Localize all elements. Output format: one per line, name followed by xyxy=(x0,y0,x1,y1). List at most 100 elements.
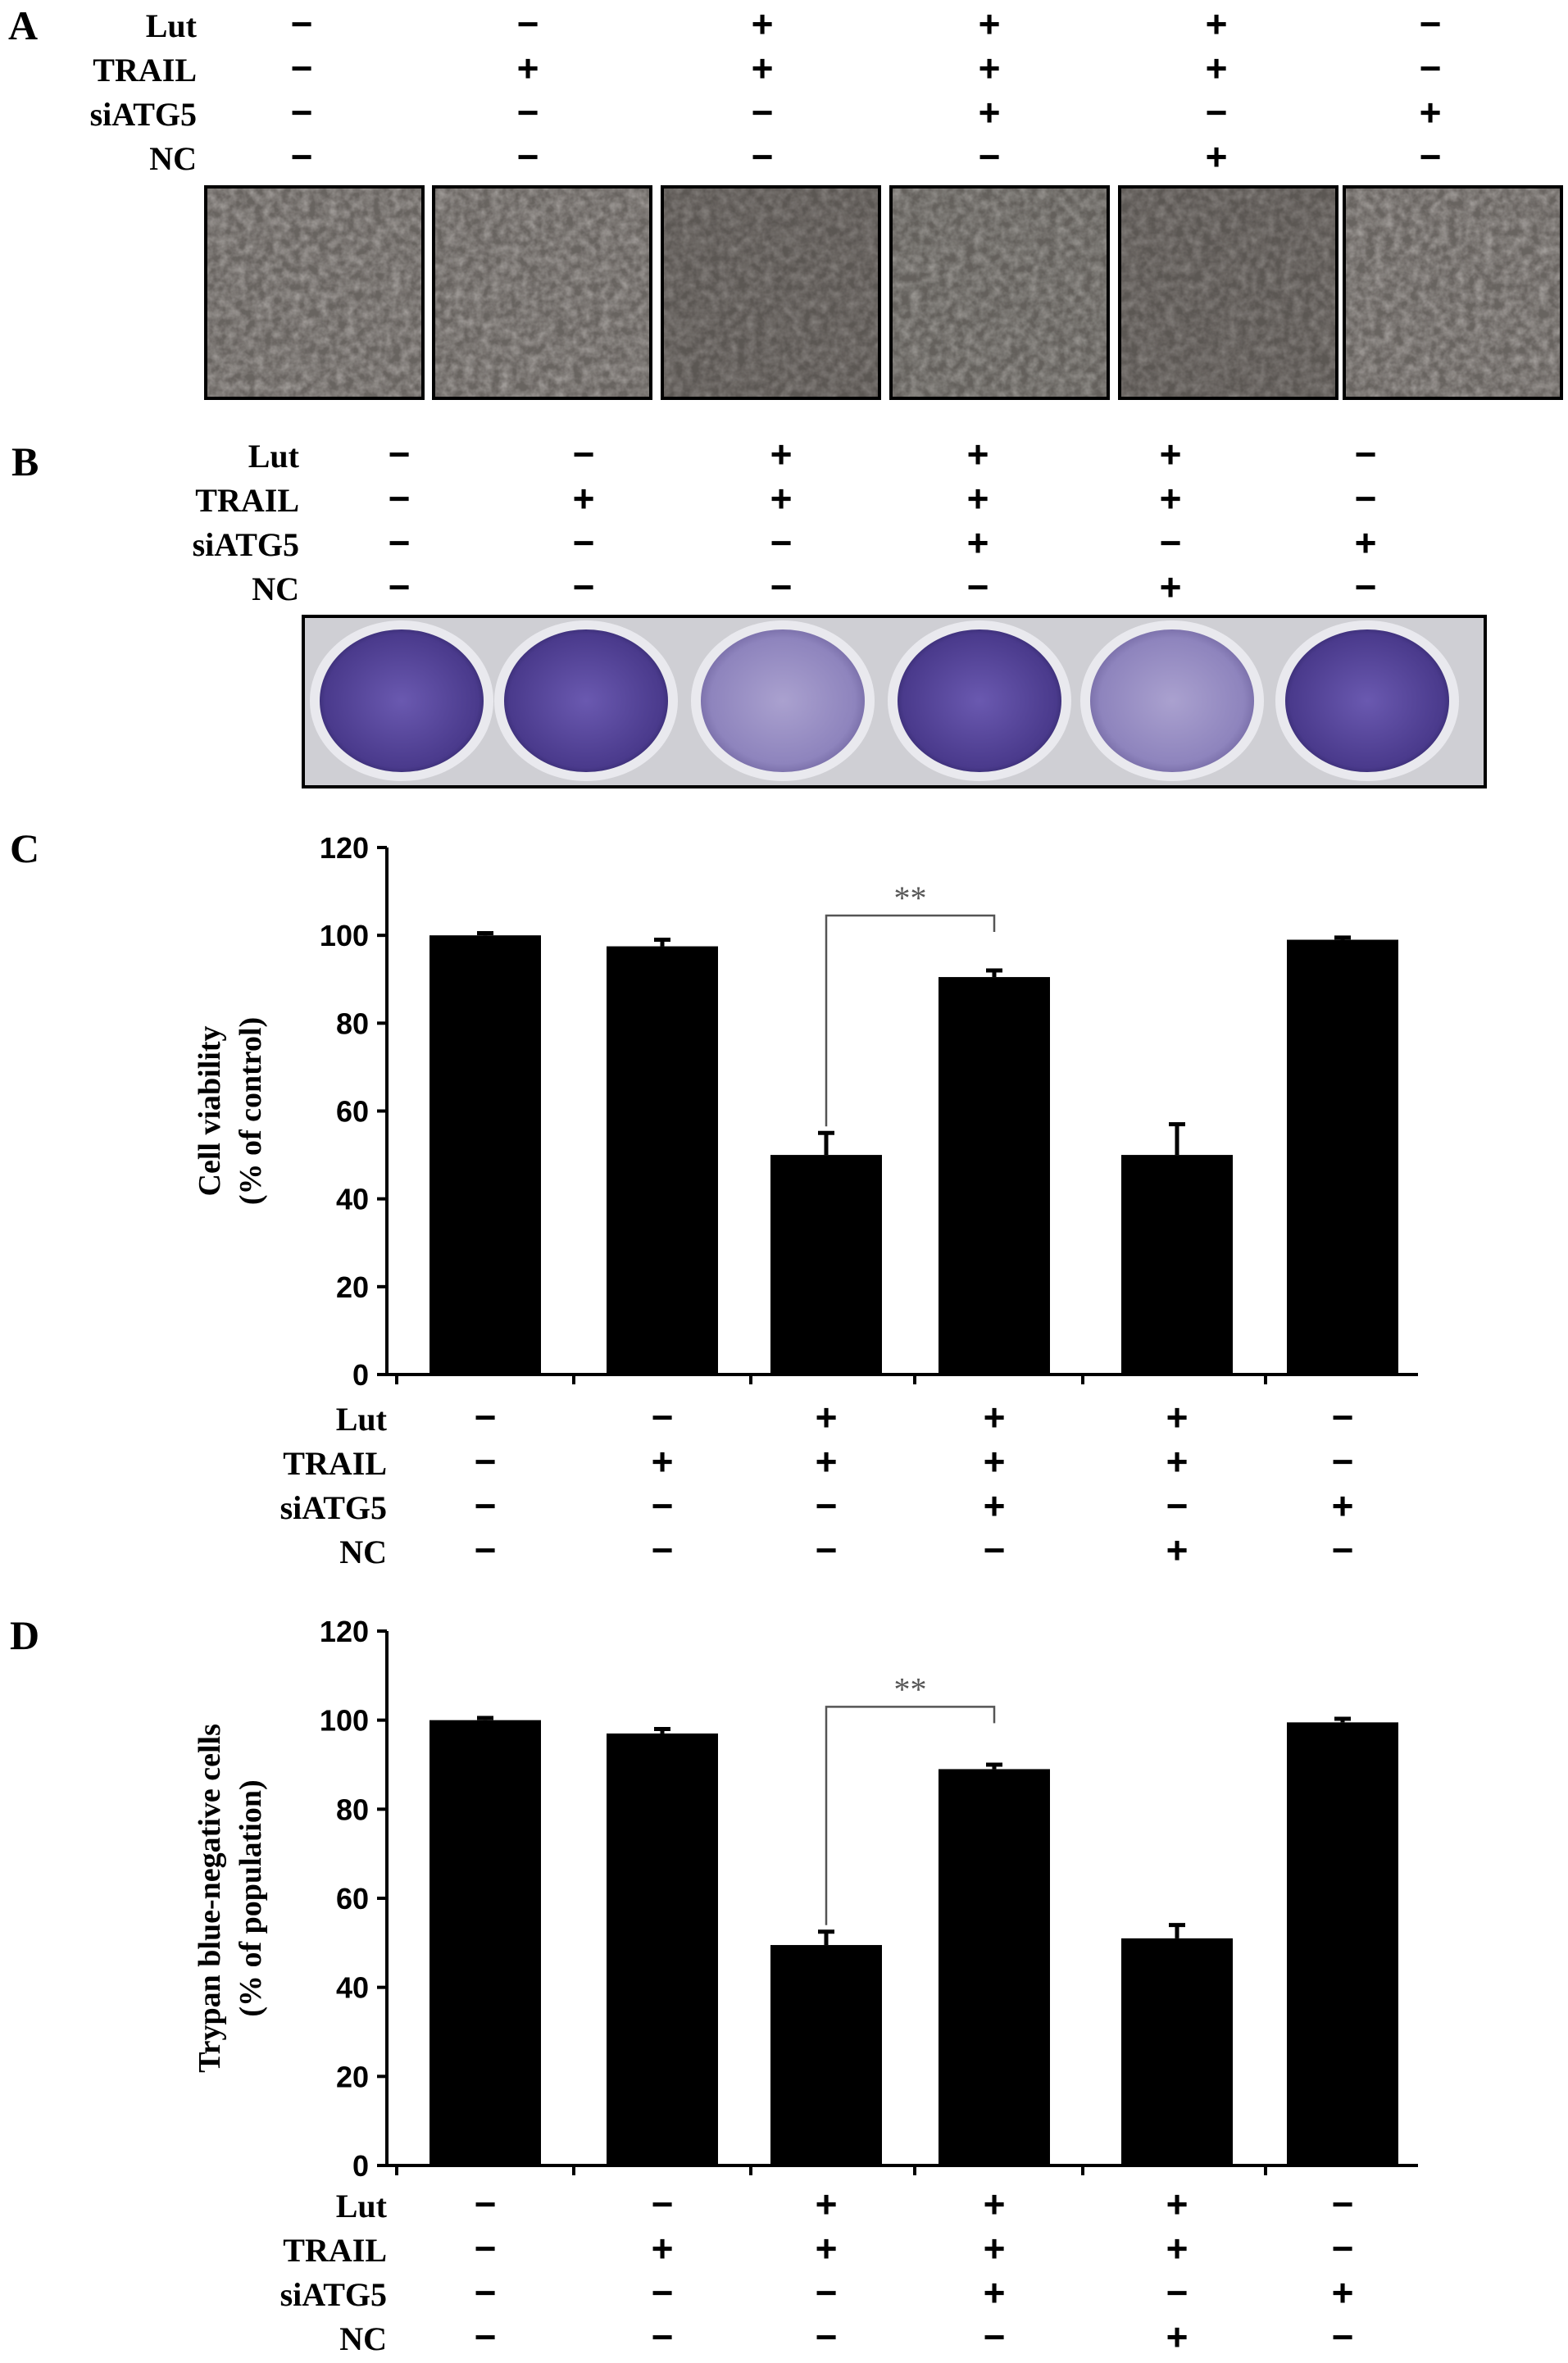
condition-mark-a-1-3: + xyxy=(979,47,1001,89)
condition-mark-c-0-2: + xyxy=(816,1396,838,1438)
y-tick-label-c-60: 60 xyxy=(336,1095,369,1129)
y-tick-label-c-20: 20 xyxy=(336,1270,369,1304)
micrograph-shade-5 xyxy=(1120,187,1337,398)
condition-mark-a-3-0: − xyxy=(291,135,313,178)
condition-mark-c-2-1: − xyxy=(652,1484,674,1527)
condition-table-d: Lut − − + + + −TRAIL − + + + + −siATG5− − − + − +NC − − − − + − xyxy=(280,2183,1354,2358)
condition-mark-d-1-4: + xyxy=(1166,2227,1188,2270)
condition-mark-a-3-3: − xyxy=(979,135,1001,178)
bar-c-1 xyxy=(429,935,541,1375)
bar-c-4 xyxy=(939,977,1050,1375)
micrograph-frame-6 xyxy=(1343,185,1563,400)
y-tick-label-c-120: 120 xyxy=(320,831,369,865)
condition-mark-a-3-5: − xyxy=(1420,135,1442,178)
bar-c-6 xyxy=(1287,939,1398,1375)
condition-mark-b-3-0: − xyxy=(389,566,411,608)
condition-mark-d-1-1: + xyxy=(652,2227,674,2270)
micrograph-frame-4 xyxy=(889,185,1110,400)
condition-table-c: Lut − − + + + −TRAIL − + + + + −siATG5− − − + − +NC − − − − + − xyxy=(280,1396,1354,1571)
condition-mark-b-3-3: − xyxy=(967,566,989,608)
condition-label-siatg5-c: siATG5 xyxy=(280,1489,387,1526)
condition-label-siatg5-a: siATG5 xyxy=(90,96,197,133)
y-tick-label-d-40: 40 xyxy=(336,1971,369,2005)
condition-mark-d-2-3: + xyxy=(984,2271,1006,2314)
condition-label-trail-d: TRAIL xyxy=(283,2232,387,2269)
condition-mark-c-3-4: + xyxy=(1166,1529,1188,1571)
panel-letter-b: B xyxy=(11,439,39,484)
bar-c-2 xyxy=(607,946,718,1375)
bar-d-1 xyxy=(429,1720,541,2165)
condition-label-trail-c: TRAIL xyxy=(283,1445,387,1482)
condition-mark-b-0-1: − xyxy=(573,433,595,475)
micrograph-shade-4 xyxy=(891,187,1108,398)
bar-d-6 xyxy=(1287,1722,1398,2165)
condition-label-siatg5-b: siATG5 xyxy=(193,526,299,563)
significance-label-d: ** xyxy=(894,1670,927,1707)
condition-mark-d-3-0: − xyxy=(475,2315,497,2358)
y-axis-label-d-line2: (% of population) xyxy=(234,1779,268,2016)
well-4 xyxy=(898,629,1061,772)
condition-mark-d-1-5: − xyxy=(1332,2227,1354,2270)
condition-mark-b-2-0: − xyxy=(389,521,411,564)
condition-mark-c-3-2: − xyxy=(816,1529,838,1571)
condition-mark-a-3-1: − xyxy=(517,135,539,178)
micrograph-texture-5 xyxy=(1120,187,1337,398)
condition-mark-a-2-2: − xyxy=(752,91,774,134)
micrograph-shade-3 xyxy=(662,187,879,398)
y-tick-label-d-0: 0 xyxy=(352,2149,369,2183)
condition-mark-c-1-0: − xyxy=(475,1440,497,1483)
condition-mark-a-2-4: − xyxy=(1206,91,1228,134)
condition-mark-b-0-5: − xyxy=(1355,433,1377,475)
condition-mark-c-2-2: − xyxy=(816,1484,838,1527)
condition-mark-b-3-1: − xyxy=(573,566,595,608)
condition-label-siatg5-d: siATG5 xyxy=(280,2276,387,2313)
condition-mark-a-0-4: + xyxy=(1206,2,1228,45)
condition-table-a: Lut − − + + + −TRAIL − + + + + −siATG5− − − + − +NC − − − − + − xyxy=(90,2,1442,178)
condition-mark-a-3-2: − xyxy=(752,135,774,178)
condition-mark-b-2-3: + xyxy=(967,521,989,564)
micrograph-texture-3 xyxy=(662,187,879,398)
condition-mark-a-0-5: − xyxy=(1420,2,1442,45)
condition-mark-c-1-3: + xyxy=(984,1440,1006,1483)
chart-c: 0 20 40 60 80 100 120 ** Cell viability (% of con… xyxy=(193,831,1418,1392)
condition-mark-a-0-1: − xyxy=(517,2,539,45)
y-tick-label-c-80: 80 xyxy=(336,1007,369,1040)
micrograph-shade-1 xyxy=(206,187,423,398)
panel-letter-d: D xyxy=(10,1612,39,1658)
condition-mark-c-1-1: + xyxy=(652,1440,674,1483)
condition-mark-a-2-3: + xyxy=(979,91,1001,134)
y-tick-label-d-80: 80 xyxy=(336,1793,369,1826)
condition-mark-d-1-3: + xyxy=(984,2227,1006,2270)
condition-mark-b-1-2: + xyxy=(770,477,793,520)
y-tick-label-d-20: 20 xyxy=(336,2060,369,2093)
condition-mark-b-1-4: + xyxy=(1160,477,1182,520)
condition-mark-d-2-2: − xyxy=(816,2271,838,2314)
condition-label-lut-d: Lut xyxy=(336,2188,388,2224)
condition-mark-c-1-2: + xyxy=(816,1440,838,1483)
condition-mark-d-3-1: − xyxy=(652,2315,674,2358)
condition-mark-d-0-5: − xyxy=(1332,2183,1354,2225)
condition-mark-c-1-4: + xyxy=(1166,1440,1188,1483)
condition-mark-b-0-4: + xyxy=(1160,433,1182,475)
bar-d-2 xyxy=(607,1733,718,2165)
condition-mark-a-1-5: − xyxy=(1420,47,1442,89)
condition-mark-b-2-2: − xyxy=(770,521,793,564)
condition-mark-d-2-1: − xyxy=(652,2271,674,2314)
condition-mark-a-0-2: + xyxy=(752,2,774,45)
y-tick-label-d-100: 100 xyxy=(320,1704,369,1738)
condition-label-nc-c: NC xyxy=(339,1534,387,1570)
condition-mark-a-0-0: − xyxy=(291,2,313,45)
condition-mark-b-2-4: − xyxy=(1160,521,1182,564)
significance-bracket-d xyxy=(825,1706,996,1925)
bar-d-5 xyxy=(1121,1938,1233,2165)
condition-mark-c-0-4: + xyxy=(1166,1396,1188,1438)
condition-mark-b-1-3: + xyxy=(967,477,989,520)
chart-d: 0 20 40 60 80 100 120 ** Trypan blue-negative ce… xyxy=(193,1615,1418,2183)
condition-mark-d-0-1: − xyxy=(652,2183,674,2225)
condition-mark-d-0-3: + xyxy=(984,2183,1006,2225)
condition-mark-b-3-2: − xyxy=(770,566,793,608)
condition-mark-b-0-0: − xyxy=(389,433,411,475)
well-2 xyxy=(504,629,668,772)
condition-mark-d-0-2: + xyxy=(816,2183,838,2225)
condition-mark-c-0-1: − xyxy=(652,1396,674,1438)
